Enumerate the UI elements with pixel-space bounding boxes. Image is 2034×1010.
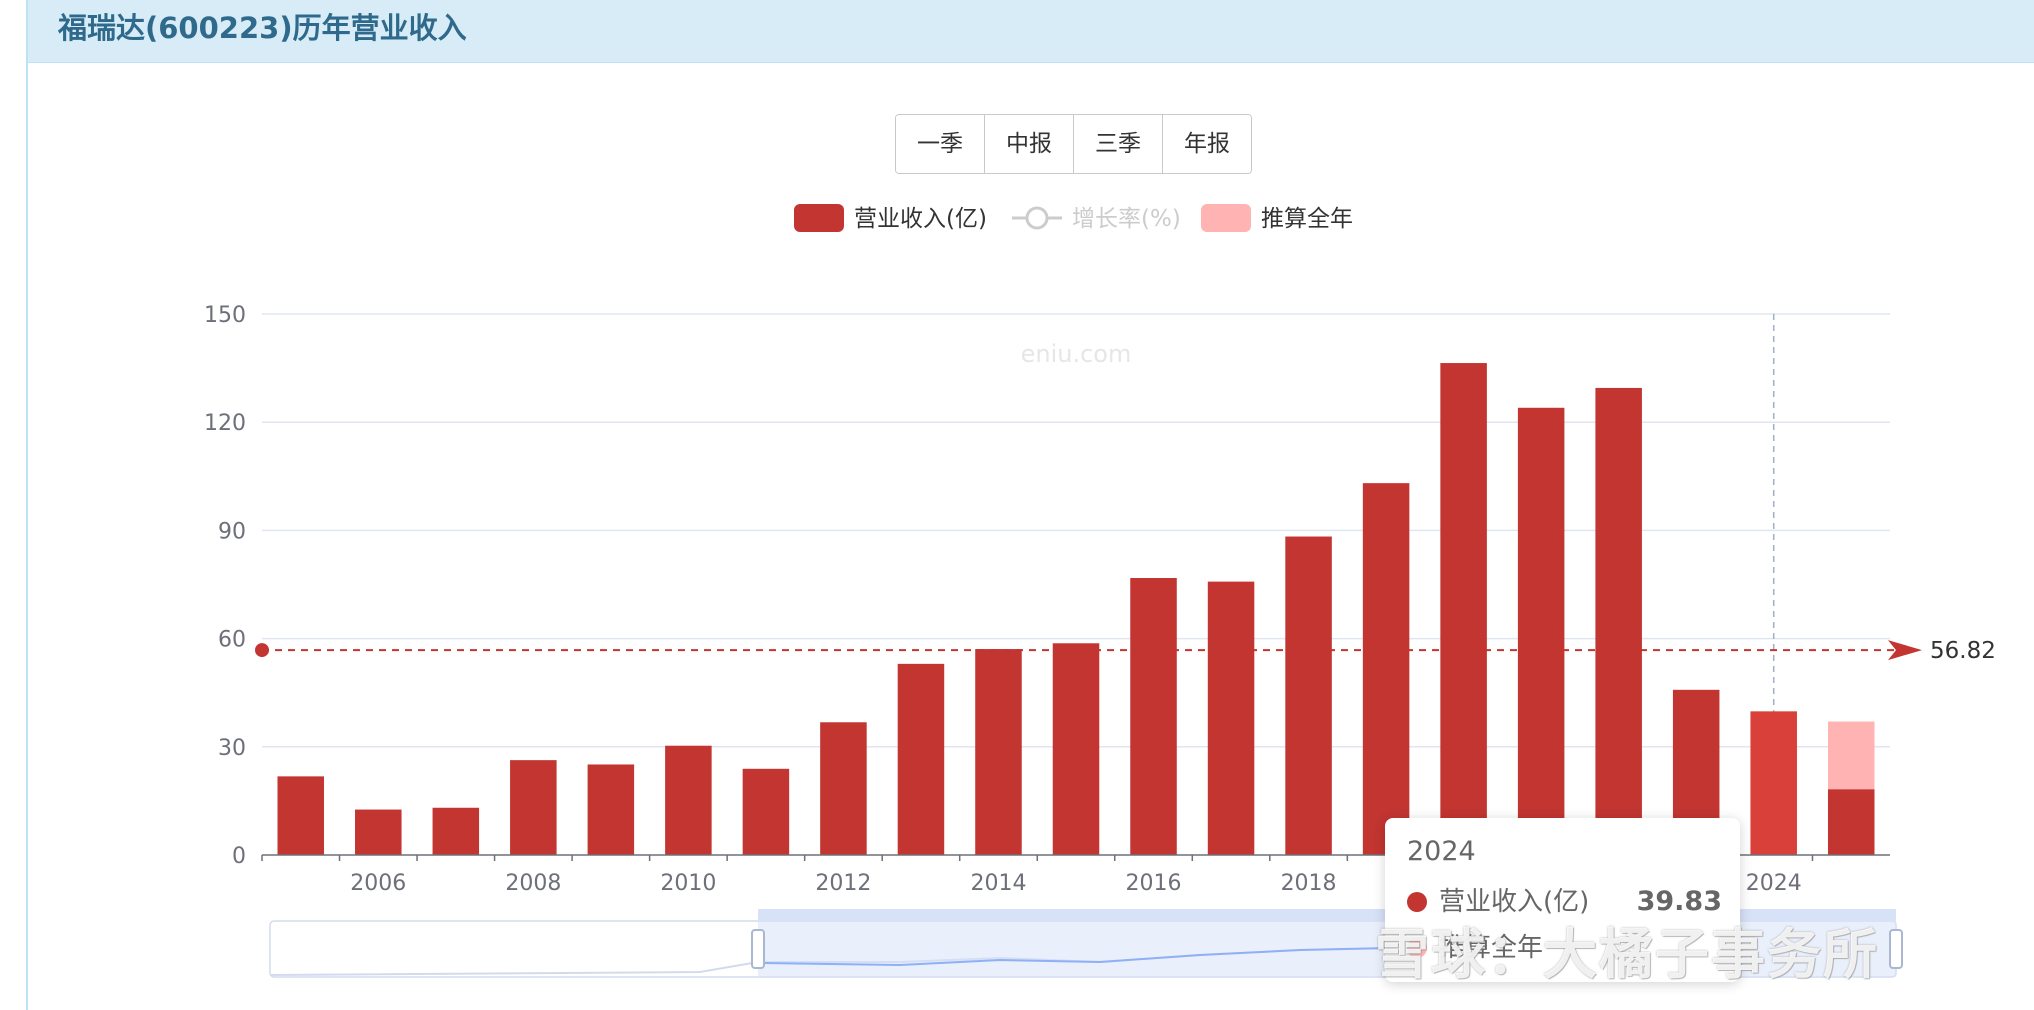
x-tick-label: 2008 xyxy=(505,871,561,896)
bar-2012 xyxy=(820,722,867,855)
bar-2019 xyxy=(1362,483,1410,855)
y-tick-label: 120 xyxy=(204,411,246,436)
tooltip-name-revenue: 营业收入(亿) xyxy=(1439,887,1590,917)
zoom-right-handle[interactable] xyxy=(1889,929,1903,969)
bar-2021 xyxy=(1517,407,1565,855)
x-tick-label: 2016 xyxy=(1126,871,1182,896)
y-tick-label: 90 xyxy=(218,519,246,544)
tooltip-value-revenue: 39.83 xyxy=(1636,886,1722,917)
legend-swatch-revenue xyxy=(794,204,844,232)
brand-watermark: 雪球：大橘子事务所 xyxy=(1375,923,1879,986)
bar-2025 xyxy=(1827,789,1875,855)
x-tick-label: 2024 xyxy=(1746,871,1802,896)
tooltip-name-estimate: 推算全年 xyxy=(1439,933,1544,963)
tooltip-row-estimate: 推算全年 xyxy=(1407,930,1722,966)
bar-2024 xyxy=(1750,711,1797,855)
markline-arrow xyxy=(1888,640,1922,661)
bar-2010 xyxy=(665,745,712,855)
bar-2014 xyxy=(975,649,1022,855)
legend-item-estimate[interactable]: 推算全年 xyxy=(1201,204,1353,232)
legend-label-growth: 增长率(%) xyxy=(1072,206,1181,232)
legend: 营业收入(亿) 增长率(%) 推算全年 xyxy=(794,204,1353,232)
title-bar: 福瑞达(600223)历年营业收入 xyxy=(28,0,2034,63)
x-tick-label: 2006 xyxy=(350,871,406,896)
zoom-selected-line xyxy=(757,947,1391,967)
zoom-left-handle[interactable] xyxy=(751,929,765,969)
tooltip: 2024 营业收入(亿) 39.83 推算全年 xyxy=(1385,818,1740,982)
bar-2020 xyxy=(1440,363,1487,855)
x-tick-label: 2010 xyxy=(660,871,716,896)
y-tick-label: 60 xyxy=(218,628,246,653)
tooltip-dot-revenue xyxy=(1407,892,1427,912)
bar-2017 xyxy=(1207,581,1255,855)
period-selector: 一季 中报 三季 年报 xyxy=(895,114,1252,174)
page-title: 福瑞达(600223)历年营业收入 xyxy=(58,11,467,45)
bar-2006 xyxy=(355,809,402,855)
legend-label-estimate: 推算全年 xyxy=(1261,206,1353,232)
tooltip-year: 2024 xyxy=(1407,836,1476,867)
period-tab-annual[interactable]: 年报 xyxy=(1163,115,1251,173)
bar-2013 xyxy=(897,663,945,855)
x-tick-label: 2012 xyxy=(815,871,871,896)
bar-2015 xyxy=(1052,643,1100,855)
bar-2007 xyxy=(432,807,480,855)
x-tick-label: 2014 xyxy=(970,871,1026,896)
bar-2008 xyxy=(510,760,557,855)
markline-label: 56.82 xyxy=(1930,638,1996,664)
legend-item-growth[interactable]: 增长率(%) xyxy=(1012,206,1181,232)
y-tick-label: 0 xyxy=(232,844,246,869)
tooltip-row-revenue: 营业收入(亿) 39.83 xyxy=(1407,884,1722,920)
bar-2022 xyxy=(1595,387,1642,855)
period-tab-q3[interactable]: 三季 xyxy=(1074,115,1163,173)
bar-2018 xyxy=(1285,536,1332,855)
bar-2005 xyxy=(277,776,325,855)
period-tab-q1[interactable]: 一季 xyxy=(896,115,985,173)
y-tick-label: 30 xyxy=(218,736,246,761)
average-markline: 56.82 xyxy=(255,638,1996,664)
eniu-watermark: eniu.com xyxy=(1021,340,1132,368)
legend-label-revenue: 营业收入(亿) xyxy=(854,206,987,232)
x-tick-label: 2018 xyxy=(1281,871,1337,896)
bar-2009 xyxy=(587,764,635,855)
legend-item-revenue[interactable]: 营业收入(亿) xyxy=(794,204,987,232)
legend-marker-growth xyxy=(1025,206,1049,230)
legend-swatch-estimate xyxy=(1201,204,1251,232)
tooltip-dot-estimate xyxy=(1407,938,1427,958)
y-axis-labels: 0 30 60 90 120 150 xyxy=(204,303,246,869)
bars xyxy=(277,363,1875,855)
bar-2011 xyxy=(742,768,790,855)
period-tab-half-year[interactable]: 中报 xyxy=(985,115,1074,173)
y-tick-label: 150 xyxy=(204,303,246,328)
bar-2016 xyxy=(1130,578,1177,855)
